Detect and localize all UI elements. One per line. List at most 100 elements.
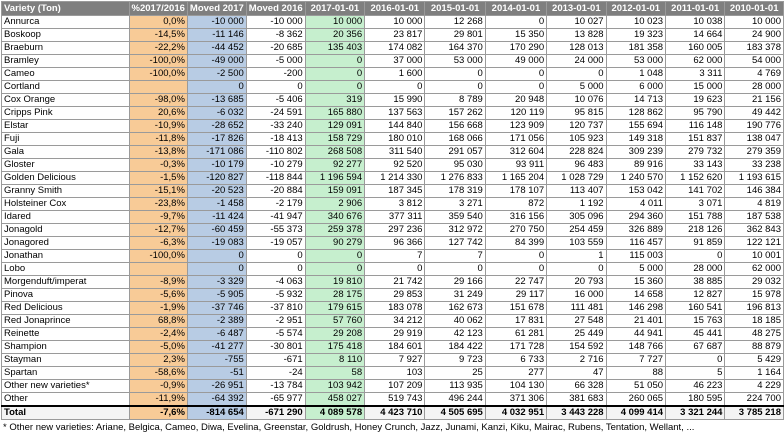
cell-stock-2014: 277: [484, 366, 548, 380]
table-row: Golden Delicious -1,5% -120 827 -118 844 1 1…: [1, 171, 784, 185]
cell-pct-change: [128, 262, 188, 276]
cell-moved-2017: -19 083: [186, 236, 247, 250]
cell-stock-2014: 170 290: [484, 41, 548, 55]
total-pct-change: -7,6%: [128, 405, 188, 420]
cell-pct-change: -22,2%: [128, 41, 188, 55]
cell-pct-change: -1,9%: [128, 301, 188, 315]
cell-stock-2012: 89 916: [605, 158, 667, 172]
cell-variety: Lobo: [1, 262, 130, 276]
cell-stock-2013: 66 328: [546, 379, 607, 393]
total-stock-2010: 3 785 218: [724, 405, 784, 420]
cell-stock-2015: 40 062: [424, 314, 486, 328]
cell-moved-2016: -20 685: [245, 41, 306, 55]
cell-stock-2012: 1 048: [605, 67, 667, 81]
cell-moved-2016: -13 784: [245, 379, 306, 393]
total-row: Total -7,6% -814 654 -671 290 4 089 578 4 423…: [1, 405, 784, 420]
cell-stock-2014: 120 119: [484, 106, 548, 120]
total-stock-2014: 4 032 951: [484, 405, 548, 420]
cell-stock-2013: 0: [546, 67, 607, 81]
cell-stock-2017: 259 378: [304, 223, 366, 237]
cell-stock-2017: 159 091: [304, 184, 366, 198]
cell-stock-2013: 113 407: [546, 184, 607, 198]
cell-variety: Red Delicious: [1, 301, 130, 315]
cell-variety: Spartan: [1, 366, 130, 380]
cell-stock-2012: 14 713: [605, 93, 667, 107]
cell-stock-2016: 7 927: [364, 353, 426, 367]
column-header-moved-2017: Moved 2017: [186, 1, 247, 16]
cell-stock-2011: 160 541: [665, 301, 726, 315]
cell-moved-2016: -5 932: [245, 288, 306, 302]
cell-stock-2013: 1 028 729: [546, 171, 607, 185]
cell-stock-2013: 111 481: [546, 301, 607, 315]
cell-pct-change: -58,6%: [128, 366, 188, 380]
cell-stock-2014: 312 604: [484, 145, 548, 159]
cell-stock-2013: 16 000: [546, 288, 607, 302]
cell-stock-2011: 95 790: [665, 106, 726, 120]
cell-stock-2012: 14 658: [605, 288, 667, 302]
cell-stock-2015: 156 668: [424, 119, 486, 133]
cell-moved-2017: 0: [186, 249, 247, 263]
table-row: Pinova -5,6% -5 905 -5 932 28 175 29 853 31 24…: [1, 288, 784, 302]
table-row: Gloster -0,3% -10 179 -10 279 92 277 92 520 95…: [1, 158, 784, 172]
cell-stock-2015: 496 244: [424, 392, 486, 407]
cell-stock-2017: 340 676: [304, 210, 366, 224]
table-row: Stayman 2,3% -755 -671 8 110 7 927 9 723 6 733 2…: [1, 353, 784, 367]
cell-stock-2016: 29 853: [364, 288, 426, 302]
cell-stock-2010: 183 378: [724, 41, 784, 55]
cell-stock-2013: 10 076: [546, 93, 607, 107]
cell-stock-2014: 15 350: [484, 28, 548, 42]
cell-stock-2015: 359 540: [424, 210, 486, 224]
cell-stock-2015: 113 935: [424, 379, 486, 393]
cell-stock-2017: 29 208: [304, 327, 366, 341]
cell-stock-2011: 279 732: [665, 145, 726, 159]
cell-stock-2013: 5 000: [546, 80, 607, 94]
cell-stock-2015: 7: [424, 249, 486, 263]
table-row: Jonagold -12,7% -60 459 -55 373 259 378 297 2…: [1, 223, 784, 237]
cell-stock-2016: 174 082: [364, 41, 426, 55]
cell-moved-2017: -2 500: [186, 67, 247, 81]
cell-moved-2017: -171 086: [186, 145, 247, 159]
cell-variety: Other new varieties*: [1, 379, 130, 393]
cell-stock-2010: 1 164: [724, 366, 784, 380]
cell-stock-2014: 49 000: [484, 54, 548, 68]
variety-stock-table: Variety (Ton) %2017/2016 Moved 2017 Moved 2…: [1, 1, 784, 420]
cell-variety: Morgenduft/imperat: [1, 275, 130, 289]
cell-stock-2013: 120 737: [546, 119, 607, 133]
cell-stock-2015: 162 673: [424, 301, 486, 315]
cell-stock-2016: 29 919: [364, 327, 426, 341]
cell-stock-2013: 95 815: [546, 106, 607, 120]
cell-pct-change: -13,8%: [128, 145, 188, 159]
cell-stock-2010: 4 229: [724, 379, 784, 393]
total-moved-2016: -671 290: [245, 405, 306, 420]
cell-stock-2015: 1 276 833: [424, 171, 486, 185]
cell-stock-2012: 19 323: [605, 28, 667, 42]
cell-stock-2015: 8 789: [424, 93, 486, 107]
cell-stock-2016: 0: [364, 262, 426, 276]
column-header-stock-2013: 2013-01-01: [546, 1, 607, 16]
cell-moved-2017: -41 277: [186, 340, 247, 354]
cell-stock-2015: 42 123: [424, 327, 486, 341]
table-row: Holsteiner Cox -23,8% -1 458 -2 179 2 906 3 8…: [1, 197, 784, 211]
column-header-stock-2016: 2016-01-01: [364, 1, 426, 16]
cell-moved-2017: -2 389: [186, 314, 247, 328]
cell-stock-2015: 164 370: [424, 41, 486, 55]
cell-stock-2013: 10 027: [546, 15, 607, 29]
cell-stock-2010: 48 275: [724, 327, 784, 341]
cell-moved-2016: -5 406: [245, 93, 306, 107]
cell-stock-2013: 305 096: [546, 210, 607, 224]
cell-stock-2017: 0: [304, 262, 366, 276]
cell-stock-2013: 1 192: [546, 197, 607, 211]
column-header-moved-2016: Moved 2016: [245, 1, 306, 16]
cell-stock-2011: 151 837: [665, 132, 726, 146]
cell-stock-2012: 153 042: [605, 184, 667, 198]
cell-stock-2012: 53 000: [605, 54, 667, 68]
total-stock-2011: 3 321 244: [665, 405, 726, 420]
cell-stock-2014: 0: [484, 15, 548, 29]
cell-stock-2016: 107 209: [364, 379, 426, 393]
cell-stock-2011: 218 126: [665, 223, 726, 237]
cell-stock-2013: 13 828: [546, 28, 607, 42]
cell-pct-change: -0,3%: [128, 158, 188, 172]
cell-variety: Golden Delicious: [1, 171, 130, 185]
cell-stock-2011: 67 687: [665, 340, 726, 354]
cell-stock-2017: 103 942: [304, 379, 366, 393]
